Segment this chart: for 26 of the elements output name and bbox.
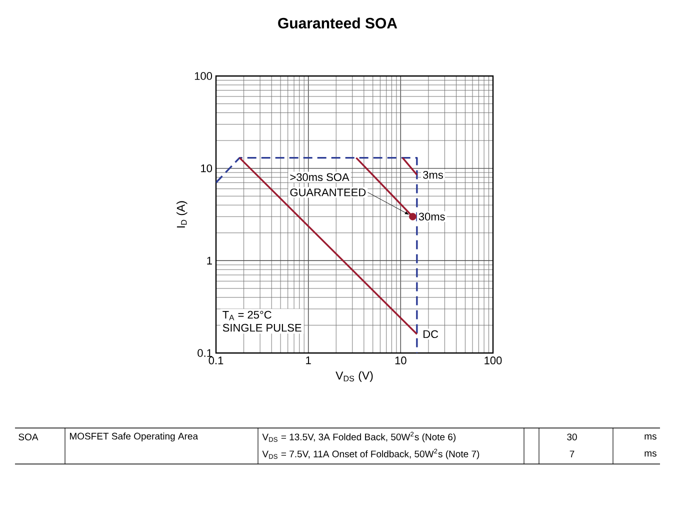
annotation: SINGLE PULSE xyxy=(222,324,302,332)
series-label: DC xyxy=(424,330,438,338)
y-axis-title: I$_{D}$ (A) xyxy=(176,201,188,228)
text: ms xyxy=(644,434,656,440)
x-tick-label: 10 xyxy=(395,356,406,364)
text: 7 xyxy=(570,450,574,458)
text: MOSFET Safe Operating Area xyxy=(70,432,198,442)
text: 30 xyxy=(567,434,577,440)
y-tick-label: 0.1 xyxy=(198,349,212,357)
text: V$_{DS}$ = 7.5V, 11A Onset of Foldback, 50W$^{2}$s (Note 7) xyxy=(262,448,480,460)
x-tick-label: 1 xyxy=(306,356,311,364)
text: V$_{DS}$ = 13.5V, 3A Folded Back, 50W$^{2}$s (Note 6) xyxy=(262,432,456,442)
annotation: T$_{A}$ = 25°C xyxy=(222,310,272,320)
text: SOA xyxy=(18,434,38,440)
annotation: >30ms SOA xyxy=(290,173,350,182)
y-tick-label: 10 xyxy=(201,164,212,172)
text: ms xyxy=(644,451,656,457)
chart-title: Guaranteed SOA xyxy=(278,17,398,28)
annotation: GUARANTEED xyxy=(290,188,366,196)
y-tick-label: 1 xyxy=(207,256,212,264)
series-label: 30ms xyxy=(418,212,445,220)
series-label: 3ms xyxy=(423,170,443,179)
y-tick-label: 100 xyxy=(194,72,212,80)
x-tick-label: 0.1 xyxy=(208,356,224,364)
x-tick-label: 100 xyxy=(484,356,502,364)
x-axis-title: V$_{DS}$ (V) xyxy=(336,371,373,382)
